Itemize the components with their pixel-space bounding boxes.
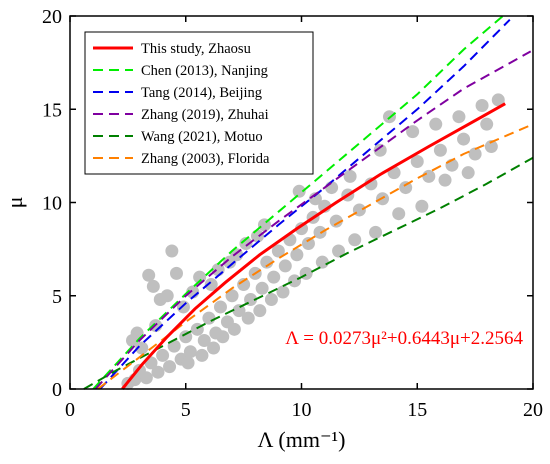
y-tick-label: 15 xyxy=(42,99,62,121)
series-line xyxy=(92,15,504,390)
scatter-point xyxy=(364,177,378,191)
series-line xyxy=(94,50,532,390)
legend-box xyxy=(84,31,314,175)
scatter-point xyxy=(332,244,346,258)
scatter-point xyxy=(480,117,494,131)
scatter-point xyxy=(343,169,357,183)
legend-label: Zhang (2003), Florida xyxy=(141,151,270,167)
scatter-point xyxy=(142,268,156,282)
series-lines xyxy=(83,15,534,390)
scatter-point xyxy=(433,143,447,157)
fit-equation: Λ = 0.0273μ²+0.6443μ+2.2564 xyxy=(285,328,523,349)
legend-label: Zhang (2019), Zhuhai xyxy=(141,107,269,123)
scatter-point xyxy=(264,292,278,306)
x-tick-label: 5 xyxy=(181,399,191,421)
y-tick-label: 5 xyxy=(52,286,62,308)
scatter-point xyxy=(135,341,149,355)
scatter-point xyxy=(392,207,406,221)
scatter-point xyxy=(301,237,315,251)
scatter-point xyxy=(267,270,281,284)
scatter-point xyxy=(202,311,216,325)
y-tick-label: 10 xyxy=(42,193,62,215)
scatter-point xyxy=(399,181,413,195)
scatter-point xyxy=(468,147,482,161)
scatter-point xyxy=(271,244,285,258)
scatter-point xyxy=(438,173,452,187)
legend: This study, Zhaosu Chen (2013), Nanjing Ta… xyxy=(84,31,314,175)
scatter-point xyxy=(204,278,218,292)
scatter-point xyxy=(260,255,274,269)
scatter-point xyxy=(197,334,211,348)
scatter-point xyxy=(295,222,308,236)
scatter-point xyxy=(276,285,290,299)
scatter-point xyxy=(139,371,153,385)
legend-label: This study, Zhaosu xyxy=(141,41,251,57)
scatter-point xyxy=(146,279,160,293)
x-axis-title: Λ (mm⁻¹) xyxy=(258,427,346,452)
scatter-point xyxy=(452,110,466,124)
scatter-point xyxy=(165,244,179,258)
scatter-point xyxy=(491,93,505,107)
scatter-point xyxy=(410,154,424,168)
scatter-point xyxy=(153,292,167,306)
scatter-point xyxy=(292,184,306,198)
x-tick-label: 15 xyxy=(407,399,427,421)
scatter-point xyxy=(169,266,183,280)
scatter-point xyxy=(232,304,246,318)
scatter-point xyxy=(253,304,267,318)
scatter-point xyxy=(290,248,304,262)
x-tick-label: 0 xyxy=(65,399,75,421)
x-tick-label: 10 xyxy=(292,399,312,421)
scatter-point xyxy=(151,365,165,379)
scatter-point xyxy=(241,311,255,325)
scatter-point xyxy=(195,348,209,362)
legend-label: Wang (2021), Motuo xyxy=(141,129,263,145)
scatter-point xyxy=(329,214,343,228)
scatter-point xyxy=(183,345,197,359)
scatter-point xyxy=(181,356,195,370)
scatter-point xyxy=(461,166,475,180)
scatter-point xyxy=(213,300,227,314)
legend-label: Chen (2013), Nanjing xyxy=(141,63,268,79)
series-line xyxy=(83,156,534,390)
series-line xyxy=(97,123,534,390)
scatter-point xyxy=(156,348,170,362)
scatter-point xyxy=(373,143,387,157)
y-axis-title: μ xyxy=(2,197,27,209)
scatter-point xyxy=(179,330,193,344)
x-tick-label: 20 xyxy=(523,399,543,421)
scatter-point xyxy=(237,278,251,292)
series-line xyxy=(99,18,511,390)
scatter-point xyxy=(457,132,471,146)
scatter-point xyxy=(216,330,230,344)
legend-label: Tang (2014), Beijing xyxy=(141,85,262,101)
scatter-point xyxy=(163,360,177,374)
scatter-point xyxy=(288,274,302,288)
scatter-point xyxy=(429,117,443,131)
scatter-point xyxy=(348,233,362,247)
scatter-point xyxy=(315,255,329,269)
axis-ticks: 0 5 10 15 20 0 5 10 15 20 xyxy=(42,6,543,421)
y-tick-label: 0 xyxy=(52,379,62,401)
scatter-point xyxy=(475,99,489,113)
scatter-point xyxy=(255,281,269,295)
scatter-points xyxy=(121,93,505,390)
series-line xyxy=(121,102,506,390)
scatter-point xyxy=(422,169,436,183)
scatter-point xyxy=(484,140,498,154)
y-tick-label: 20 xyxy=(42,6,62,28)
scatter-point xyxy=(278,259,292,273)
scatter-point xyxy=(369,225,383,239)
scatter-point xyxy=(406,125,420,139)
scatter-point xyxy=(225,289,239,303)
scatter-point xyxy=(126,334,140,348)
scatter-point xyxy=(207,341,221,355)
scatter-point xyxy=(227,322,241,336)
scatter-point xyxy=(239,237,253,251)
scatter-point xyxy=(415,199,429,213)
